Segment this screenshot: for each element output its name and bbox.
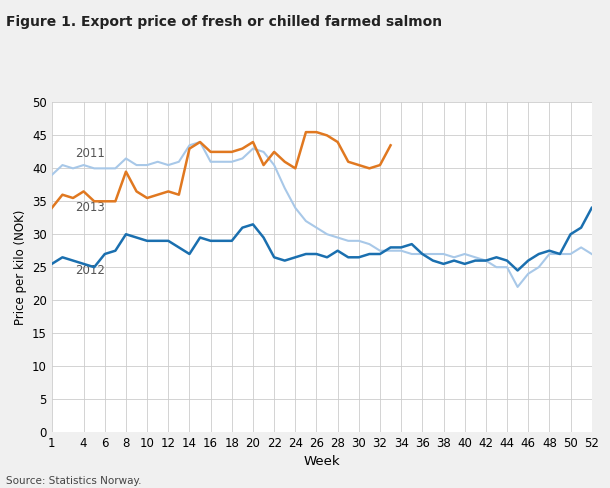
Text: Source: Statistics Norway.: Source: Statistics Norway. bbox=[6, 476, 142, 486]
X-axis label: Week: Week bbox=[303, 455, 340, 468]
Text: 2011: 2011 bbox=[75, 146, 105, 160]
Y-axis label: Price per kilo (NOK): Price per kilo (NOK) bbox=[13, 209, 27, 325]
Text: Figure 1. Export price of fresh or chilled farmed salmon: Figure 1. Export price of fresh or chill… bbox=[6, 15, 442, 29]
Text: 2013: 2013 bbox=[75, 201, 105, 214]
Text: 2012: 2012 bbox=[75, 264, 105, 277]
